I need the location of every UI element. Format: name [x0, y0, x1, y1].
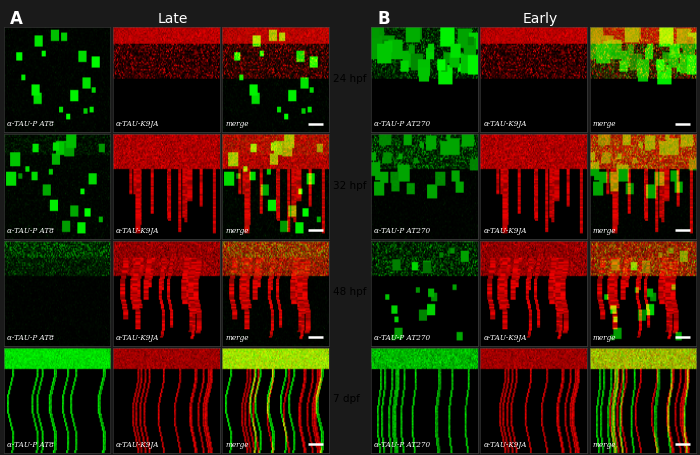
Text: α-TAU-P AT8: α-TAU-P AT8: [7, 440, 54, 449]
Text: merge: merge: [225, 334, 249, 342]
Text: α-TAU-K9JA: α-TAU-K9JA: [116, 120, 160, 128]
Text: α-TAU-K9JA: α-TAU-K9JA: [116, 440, 160, 449]
Text: merge: merge: [225, 227, 249, 235]
Text: α-TAU-K9JA: α-TAU-K9JA: [484, 120, 527, 128]
Text: α-TAU-P AT270: α-TAU-P AT270: [374, 440, 430, 449]
Text: α-TAU-P AT270: α-TAU-P AT270: [374, 227, 430, 235]
Text: α-TAU-P AT270: α-TAU-P AT270: [374, 334, 430, 342]
Text: B: B: [377, 10, 390, 28]
Text: Early: Early: [522, 12, 558, 26]
Text: α-TAU-K9JA: α-TAU-K9JA: [484, 440, 527, 449]
Text: α-TAU-P AT8: α-TAU-P AT8: [7, 227, 54, 235]
Text: 48 hpf: 48 hpf: [332, 288, 366, 298]
Text: merge: merge: [593, 120, 617, 128]
Text: merge: merge: [593, 334, 617, 342]
Text: α-TAU-K9JA: α-TAU-K9JA: [116, 334, 160, 342]
Text: α-TAU-K9JA: α-TAU-K9JA: [484, 334, 527, 342]
Text: merge: merge: [225, 440, 249, 449]
Text: α-TAU-K9JA: α-TAU-K9JA: [116, 227, 160, 235]
Text: merge: merge: [593, 440, 617, 449]
Text: 7 dpf: 7 dpf: [332, 394, 359, 404]
Text: 32 hpf: 32 hpf: [332, 181, 366, 191]
Text: Late: Late: [158, 12, 188, 26]
Text: α-TAU-P AT8: α-TAU-P AT8: [7, 120, 54, 128]
Text: merge: merge: [225, 120, 249, 128]
Text: α-TAU-P AT8: α-TAU-P AT8: [7, 334, 54, 342]
Text: A: A: [10, 10, 23, 28]
Text: 24 hpf: 24 hpf: [332, 74, 366, 84]
Text: merge: merge: [593, 227, 617, 235]
Text: α-TAU-P AT270: α-TAU-P AT270: [374, 120, 430, 128]
Text: α-TAU-K9JA: α-TAU-K9JA: [484, 227, 527, 235]
